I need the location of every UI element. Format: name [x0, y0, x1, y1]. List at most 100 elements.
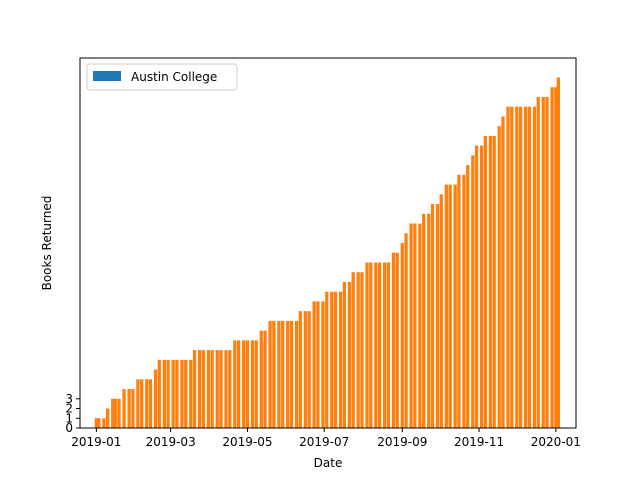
- bar: [289, 320, 294, 428]
- bar: [347, 281, 352, 428]
- bar: [453, 184, 457, 428]
- bar: [395, 252, 399, 428]
- x-axis-label: Date: [314, 456, 343, 470]
- bar: [488, 135, 493, 428]
- bar: [356, 272, 360, 428]
- bar: [210, 350, 214, 428]
- bar: [474, 145, 479, 428]
- bar: [111, 398, 115, 428]
- bar: [298, 311, 302, 428]
- bar: [383, 262, 387, 428]
- bar: [206, 350, 211, 428]
- bar: [413, 223, 417, 428]
- bar: [268, 320, 272, 428]
- x-tick-label: 2019-07: [299, 435, 349, 449]
- bar: [263, 330, 267, 428]
- x-axis-ticks: 2019-01 2019-03 2019-05 2019-07 2019-09 2019-…: [71, 428, 581, 449]
- bar: [435, 204, 440, 428]
- bar: [140, 379, 144, 428]
- bar: [338, 291, 343, 428]
- bar: [192, 350, 197, 428]
- bar: [377, 262, 382, 428]
- bar: [145, 379, 149, 428]
- bar: [117, 398, 121, 428]
- bar: [316, 301, 320, 428]
- y-tick-label: 3: [65, 392, 73, 406]
- bar: [427, 213, 431, 428]
- bar: [374, 262, 378, 428]
- bar: [303, 311, 307, 428]
- bar: [102, 418, 106, 428]
- x-tick-label: 2019-03: [146, 435, 196, 449]
- bar: [466, 165, 470, 429]
- bar: [189, 359, 193, 428]
- bar: [497, 126, 501, 428]
- bar: [166, 359, 170, 428]
- bar: [501, 116, 505, 429]
- x-tick-label: 2019-11: [454, 435, 504, 449]
- bar: [510, 106, 514, 429]
- bar: [184, 359, 188, 428]
- bar: [462, 174, 466, 428]
- bar: [224, 350, 228, 428]
- bar: [197, 350, 202, 428]
- legend-swatch-austin-college: [93, 71, 121, 81]
- bar: [171, 359, 175, 428]
- bar: [277, 320, 281, 428]
- y-tick-label: 1: [65, 411, 73, 425]
- bar: [391, 252, 396, 428]
- bar: [215, 350, 219, 428]
- bar: [233, 340, 237, 428]
- bar: [131, 389, 135, 428]
- bar: [360, 272, 364, 428]
- bar: [483, 135, 487, 428]
- bar: [444, 184, 448, 428]
- bar: [541, 96, 545, 428]
- bar: [351, 272, 355, 428]
- bar: [439, 194, 443, 428]
- bar: [430, 204, 435, 428]
- bar: [162, 359, 166, 428]
- bar: [506, 106, 510, 429]
- bar: [180, 359, 184, 428]
- bar: [259, 330, 263, 428]
- bar: [409, 223, 413, 428]
- bar: [550, 87, 554, 429]
- bar: [97, 418, 101, 428]
- bar: [422, 213, 426, 428]
- bar: [369, 262, 373, 428]
- bar: [94, 418, 98, 428]
- bar: [228, 350, 232, 428]
- bar: [479, 145, 484, 428]
- bar: [153, 369, 158, 428]
- bar: [219, 350, 223, 428]
- bar: [404, 233, 408, 428]
- y-tick-label: 2: [65, 402, 73, 416]
- bar: [418, 223, 422, 428]
- bar: [515, 106, 519, 429]
- bar: [122, 389, 126, 428]
- bar: [333, 291, 338, 428]
- bar: [254, 340, 258, 428]
- bar: [492, 135, 496, 428]
- x-tick-label: 2019-05: [222, 435, 272, 449]
- bar: [245, 340, 250, 428]
- bar: [325, 291, 329, 428]
- bar: [471, 155, 475, 428]
- bar: [554, 87, 558, 429]
- y-axis-label: Books Returned: [40, 196, 54, 291]
- bar: [136, 379, 140, 428]
- bar: [457, 174, 461, 428]
- bar: [321, 301, 325, 428]
- bar: [545, 96, 549, 428]
- bar: [400, 243, 404, 428]
- legend-box: [86, 63, 238, 91]
- bar: [448, 184, 452, 428]
- bar: [307, 311, 311, 428]
- bar: [365, 262, 369, 428]
- bar: [286, 320, 290, 428]
- bar: [106, 408, 110, 428]
- bar: [386, 262, 391, 428]
